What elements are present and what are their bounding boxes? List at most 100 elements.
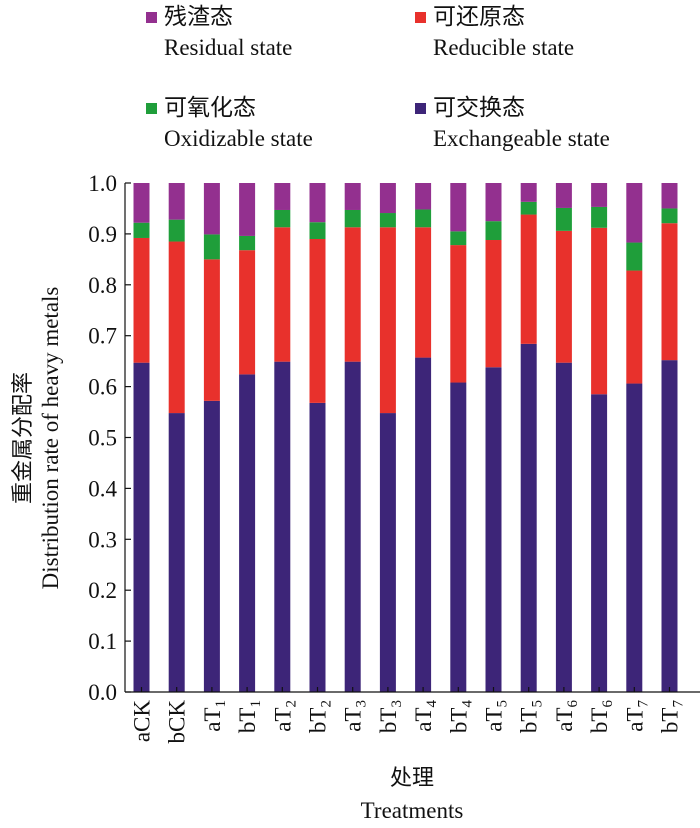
x-tick-label-main: bT bbox=[235, 708, 260, 734]
legend-label-en: Exchangeable state bbox=[433, 126, 610, 151]
x-tick-label: bT7 bbox=[658, 700, 687, 734]
bar-segment bbox=[379, 213, 396, 228]
y-tick-label: 0.4 bbox=[88, 476, 117, 501]
bar-segment bbox=[591, 183, 608, 207]
x-tick-label-main: bT bbox=[306, 708, 331, 734]
x-tick-label-sub: 2 bbox=[283, 700, 299, 708]
x-axis-title-cn: 处理 bbox=[390, 766, 434, 791]
legend-label-en: Residual state bbox=[164, 35, 293, 60]
bar-segment bbox=[133, 362, 150, 692]
bar-segment bbox=[203, 259, 220, 401]
x-tick-label: bT3 bbox=[376, 700, 405, 733]
bar-segment bbox=[626, 183, 643, 243]
x-tick-label: aT2 bbox=[270, 700, 299, 732]
bar-segment bbox=[626, 270, 643, 384]
x-tick-label: bT2 bbox=[306, 700, 335, 733]
x-tick-label-main: aT bbox=[341, 708, 366, 732]
x-tick-label-main: aT bbox=[552, 708, 577, 732]
x-tick-label-main: bCK bbox=[165, 700, 190, 744]
bar-segment bbox=[344, 227, 361, 362]
x-tick-label: bT5 bbox=[517, 700, 546, 733]
x-tick-label: bCK bbox=[165, 700, 190, 744]
bar-segment bbox=[239, 374, 256, 692]
bar-segment bbox=[344, 209, 361, 228]
bar-segment bbox=[309, 222, 326, 239]
bar-segment bbox=[274, 361, 291, 692]
x-tick-label-main: aCK bbox=[130, 700, 155, 743]
bar-segment bbox=[415, 183, 432, 210]
y-tick-label: 0.7 bbox=[88, 324, 117, 349]
bar-segment bbox=[450, 231, 467, 246]
bar-segment bbox=[661, 208, 678, 224]
bar-segment bbox=[450, 183, 467, 232]
bar-segment bbox=[626, 383, 643, 692]
x-tick-label: aT3 bbox=[341, 700, 370, 732]
bar-segment bbox=[344, 361, 361, 692]
bar-segment bbox=[239, 183, 256, 236]
legend-swatch-residual bbox=[146, 12, 157, 23]
x-tick-label: aT6 bbox=[552, 700, 581, 732]
x-tick-label-main: aT bbox=[482, 708, 507, 732]
bar-segment bbox=[344, 183, 361, 210]
bar-segment bbox=[520, 343, 537, 692]
bar-segment bbox=[450, 382, 467, 692]
bar-segment bbox=[555, 183, 572, 208]
bar-segment bbox=[203, 234, 220, 260]
bar-segment bbox=[485, 367, 502, 692]
bar-segment bbox=[309, 183, 326, 223]
bar-segment bbox=[415, 227, 432, 358]
y-axis-title-cn: 重金属分配率 bbox=[11, 372, 36, 504]
x-tick-label: bT6 bbox=[587, 700, 616, 734]
legend-label-en: Oxidizable state bbox=[164, 126, 313, 151]
bar-segment bbox=[485, 240, 502, 368]
bars-group bbox=[133, 183, 678, 692]
bar-segment bbox=[203, 400, 220, 692]
y-tick-label: 0.9 bbox=[88, 222, 117, 247]
x-tick-label-sub: 6 bbox=[600, 700, 616, 708]
bar-segment bbox=[168, 413, 185, 692]
bar-segment bbox=[239, 235, 256, 251]
bar-segment bbox=[485, 221, 502, 241]
y-axis-title-en: Distribution rate of heavy metals bbox=[38, 287, 63, 590]
bar-segment bbox=[274, 209, 291, 228]
legend-swatch-oxidizable bbox=[146, 103, 157, 114]
y-tick-label: 0.3 bbox=[88, 527, 117, 552]
x-tick-label-sub: 2 bbox=[319, 700, 335, 708]
legend-label-cn: 残渣态 bbox=[164, 4, 233, 30]
y-tick-label: 0.8 bbox=[88, 273, 117, 298]
bar-segment bbox=[274, 227, 291, 362]
x-tick-label: aCK bbox=[130, 700, 155, 743]
y-tick-label: 0.1 bbox=[88, 629, 117, 654]
x-ticks-group: aCK bCK aT1bT1aT2bT2aT3bT3aT4bT4aT5bT5aT6b… bbox=[130, 687, 687, 743]
y-tick-label: 0.0 bbox=[88, 680, 117, 705]
y-ticks-group: 0.0 0.1 0.2 0.3 0.4 0.5 0.6 0.7 0.8 0.9 1.0 bbox=[88, 171, 131, 705]
bar-segment bbox=[485, 183, 502, 222]
y-tick-label: 0.5 bbox=[88, 426, 117, 451]
bar-segment bbox=[133, 183, 150, 223]
x-tick-label-sub: 1 bbox=[213, 700, 229, 708]
bar-segment bbox=[239, 250, 256, 375]
legend-label-cn: 可交换态 bbox=[433, 95, 525, 121]
y-tick-label: 1.0 bbox=[88, 171, 117, 196]
bar-segment bbox=[133, 222, 150, 238]
bar-segment bbox=[661, 223, 678, 361]
bar-segment bbox=[555, 207, 572, 231]
bar-segment bbox=[661, 183, 678, 209]
bar-segment bbox=[591, 227, 608, 395]
bar-segment bbox=[379, 413, 396, 692]
x-tick-label-main: aT bbox=[411, 708, 436, 732]
bar-segment bbox=[591, 394, 608, 692]
x-tick-label: aT4 bbox=[411, 700, 440, 732]
x-tick-label-sub: 4 bbox=[459, 700, 475, 708]
x-tick-label-main: aT bbox=[200, 708, 225, 732]
x-tick-label: aT7 bbox=[622, 700, 651, 732]
y-tick-label: 0.2 bbox=[88, 578, 117, 603]
x-tick-label-sub: 3 bbox=[389, 700, 405, 708]
x-tick-label-sub: 7 bbox=[671, 700, 687, 708]
x-tick-label: aT5 bbox=[482, 700, 511, 732]
bar-segment bbox=[520, 201, 537, 215]
x-tick-label: bT4 bbox=[446, 700, 475, 734]
x-tick-label-main: aT bbox=[270, 708, 295, 732]
x-tick-label-sub: 1 bbox=[248, 700, 264, 708]
legend-label-cn: 可氧化态 bbox=[164, 95, 256, 121]
